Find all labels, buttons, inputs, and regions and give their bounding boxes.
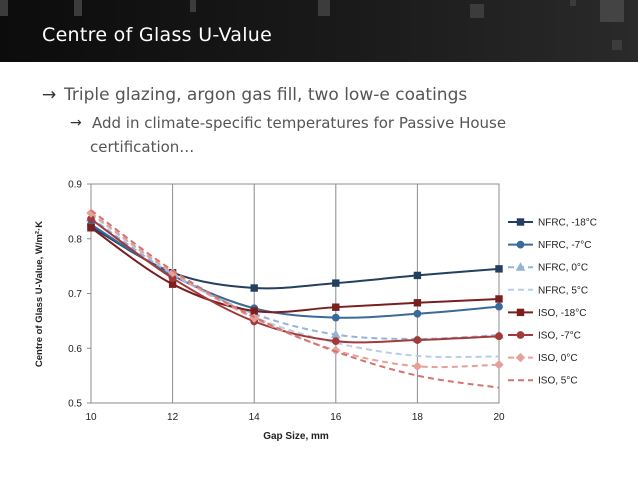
bullet-text: Triple glazing, argon gas fill, two low-… [64,85,467,105]
bullet-2-continuation: certification… [90,138,195,156]
slide-title: Centre of Glass U-Value [42,24,273,46]
y-axis-label: Centre of Glass U-Value, W/m²·K [34,221,45,367]
legend-label: NFRC, -7°C [538,240,591,251]
x-tick-label: 20 [493,412,505,423]
decor-block [600,0,624,22]
x-tick-label: 18 [412,412,424,423]
legend-label: ISO, 0°C [538,353,578,364]
data-point [495,295,503,303]
y-tick-label: 0.5 [68,399,82,410]
y-tick-label: 0.8 [68,234,82,245]
legend-label: ISO, -7°C [538,331,581,342]
series-line [90,225,500,290]
data-point [495,265,503,273]
data-point [412,361,423,372]
chart-axes: 10 12 14 16 18 20 0.5 0.6 0.7 0.8 0.9 [68,180,505,424]
series-line [90,217,500,340]
x-tick-label: 16 [330,412,342,423]
title-bar: Centre of Glass U-Value [0,0,638,62]
x-tick-label: 12 [167,412,179,423]
data-point [413,271,422,280]
legend-label: ISO, 5°C [538,376,578,387]
decor-block [190,0,196,12]
data-point [332,303,340,311]
data-point [332,279,340,287]
bullet-2-text: Add in climate-specific temperatures for… [92,114,507,132]
data-point [413,299,422,307]
data-point [331,345,341,356]
data-point [331,313,340,322]
data-point [515,262,526,271]
sub-bullet-text: Add in climate-specific temperatures for… [92,114,506,132]
data-point [413,336,422,344]
x-axis-label: Gap Size, mm [263,431,329,442]
series-line [90,212,500,369]
data-point [494,359,504,370]
chart-legend: NFRC, -18°C NFRC, -7°C NFRC, 0°C NFRC, 5°C I… [508,218,597,387]
legend-label: NFRC, 5°C [538,285,588,296]
legend-label: NFRC, -18°C [538,218,597,229]
series-line [90,226,500,314]
bullet-1-text: Triple glazing, argon gas fill, two low-… [64,85,468,105]
series-line [90,218,500,344]
y-tick-label: 0.9 [68,180,82,191]
bullet-arrow-icon: → [42,85,57,105]
decor-block [318,0,330,16]
data-point [250,307,258,315]
data-point [516,308,525,317]
data-point [495,302,503,311]
data-point [87,224,95,232]
decor-block [470,4,484,18]
data-point [516,240,525,249]
data-point [331,337,340,346]
chart-grid [90,183,500,404]
sub-bullet-arrow-icon: → [70,115,82,131]
decor-block [612,40,622,50]
data-point [516,331,525,339]
chart-series [86,208,504,389]
data-point [495,332,503,341]
legend-label: NFRC, 0°C [538,263,588,274]
y-tick-label: 0.7 [68,289,82,300]
legend-label: ISO, -18°C [538,308,586,319]
data-point [515,352,526,363]
decor-block [570,0,576,6]
series-line [90,209,500,389]
data-point [250,284,258,292]
data-point [516,218,525,226]
series-line [90,223,500,319]
y-tick-label: 0.6 [68,344,82,355]
x-tick-label: 10 [85,412,97,423]
data-point [413,309,422,318]
decor-block [0,0,8,16]
x-tick-label: 14 [249,412,261,423]
plot-area [90,183,500,404]
decor-block [74,0,82,16]
